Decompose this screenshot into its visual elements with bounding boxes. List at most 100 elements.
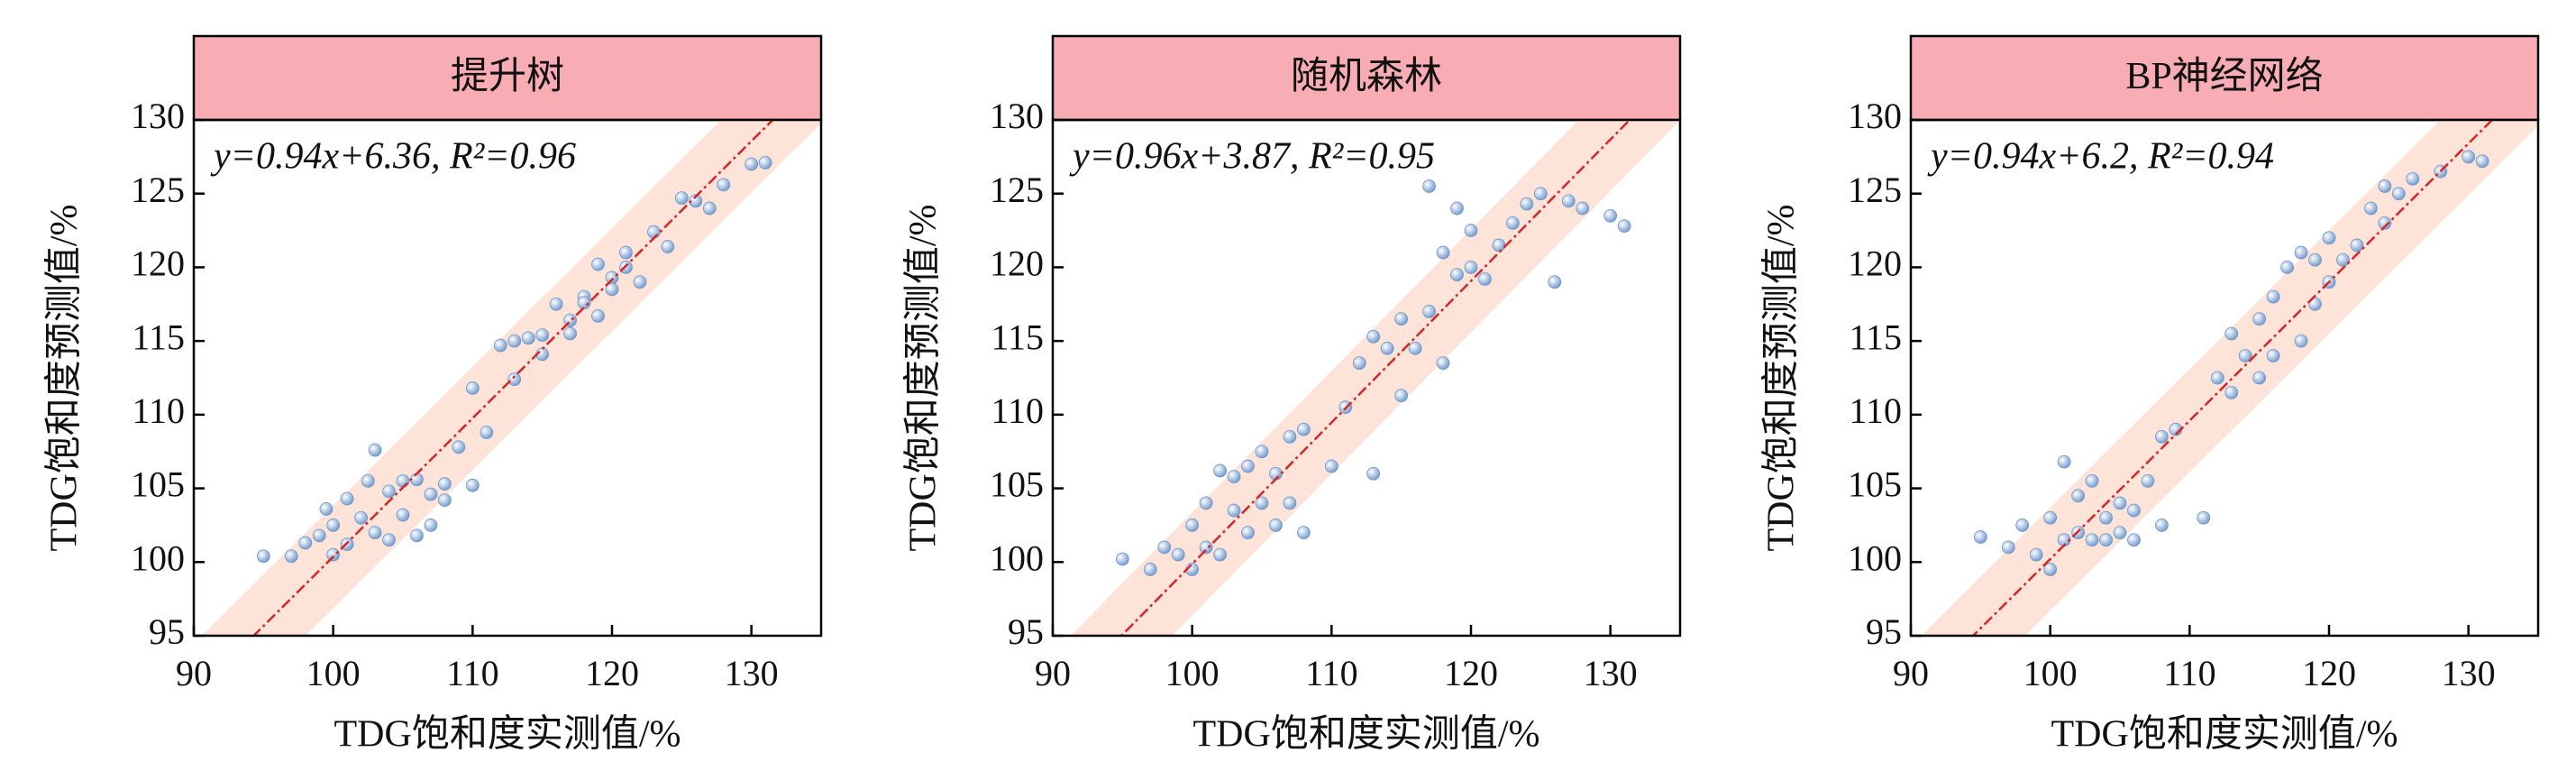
point — [2057, 454, 2071, 469]
point — [2224, 326, 2239, 341]
fit-line — [251, 120, 775, 636]
point — [1324, 459, 1338, 473]
point — [1352, 356, 1366, 371]
panel: BP神经网络 95 100 105 110 115 120 125 130 90 100 110 120… — [1761, 34, 2540, 756]
point — [256, 549, 270, 564]
point — [1380, 341, 1394, 355]
panel: 随机森林 95 100 105 110 115 120 125 130 90 100 110 120 13… — [903, 34, 1682, 756]
point — [1436, 356, 1450, 371]
point — [1171, 547, 1185, 562]
point — [2252, 312, 2267, 326]
point — [1576, 201, 1590, 216]
point — [1255, 445, 1269, 459]
point — [452, 440, 466, 454]
x-tick-label: 110 — [446, 653, 499, 693]
plot-area — [201, 120, 821, 636]
point — [354, 510, 369, 525]
point — [326, 547, 341, 562]
y-tick-label: 120 — [1848, 243, 1902, 284]
point — [1464, 261, 1478, 274]
x-tick-label: 90 — [1893, 653, 1929, 693]
point — [1255, 496, 1269, 510]
point — [410, 528, 424, 543]
point — [493, 338, 507, 353]
point — [535, 328, 550, 343]
point — [563, 326, 577, 341]
point — [2308, 297, 2322, 311]
point — [1185, 518, 1200, 532]
point — [284, 549, 298, 564]
point — [1227, 503, 1241, 518]
x-tick-label: 120 — [1444, 653, 1498, 693]
point — [1199, 496, 1213, 510]
y-tick-label: 120 — [990, 243, 1044, 284]
point — [2043, 563, 2058, 576]
point — [1450, 201, 1464, 216]
point — [2099, 510, 2113, 525]
point — [2141, 474, 2155, 488]
point — [549, 297, 563, 311]
point — [2266, 349, 2280, 362]
point — [1506, 216, 1520, 230]
point — [2127, 503, 2141, 518]
point — [674, 191, 689, 206]
point — [2154, 429, 2169, 444]
point — [577, 296, 591, 310]
point — [480, 426, 494, 439]
y-tick-label: 110 — [132, 390, 185, 431]
y-tick-label: 100 — [1848, 537, 1902, 578]
point — [1478, 272, 1492, 286]
point — [1297, 526, 1311, 539]
point — [2113, 496, 2127, 510]
panel-header — [1051, 34, 1682, 122]
point — [1492, 238, 1506, 252]
point — [2085, 533, 2099, 547]
point — [2462, 150, 2476, 164]
x-tick-label: 110 — [2163, 653, 2216, 693]
point — [1561, 194, 1576, 208]
plot-frame — [1909, 118, 2540, 638]
point — [1617, 219, 1631, 234]
point — [702, 201, 717, 216]
point — [1115, 552, 1129, 566]
point — [382, 533, 396, 547]
point — [1366, 466, 1381, 481]
point — [1436, 245, 1450, 260]
y-tick-label: 105 — [990, 464, 1044, 505]
point — [1394, 389, 1409, 403]
equation: y=0.96x+3.87, R²=0.95 — [1069, 136, 1435, 178]
point — [1366, 329, 1381, 344]
point — [2294, 334, 2308, 348]
point — [2001, 540, 2015, 555]
point — [2154, 518, 2169, 532]
point — [326, 518, 341, 532]
y-tick-label: 110 — [991, 390, 1044, 431]
point — [2210, 371, 2224, 385]
point — [2015, 518, 2030, 532]
point — [1157, 540, 1172, 555]
point — [2238, 349, 2252, 362]
y-tick-label: 130 — [131, 96, 185, 136]
point — [1548, 275, 1562, 289]
point — [591, 257, 605, 271]
x-tick-label: 130 — [725, 653, 779, 693]
point — [396, 474, 410, 488]
fit-line — [1119, 120, 1631, 636]
y-tick-label: 130 — [1848, 96, 1902, 136]
y-tick-label: 115 — [1849, 317, 1902, 357]
point — [1297, 422, 1311, 436]
equation: y=0.94x+6.2, R²=0.94 — [1927, 136, 2274, 178]
point — [368, 526, 382, 539]
point — [465, 381, 480, 395]
point — [298, 536, 313, 550]
point — [1269, 518, 1283, 532]
panel-title: 提升树 — [451, 56, 564, 97]
x-axis-label: TDG饱和度实测值/% — [334, 713, 681, 756]
point — [2378, 216, 2392, 230]
point — [2071, 489, 2086, 503]
point — [465, 478, 480, 492]
y-tick-label: 125 — [990, 170, 1044, 210]
point — [1422, 305, 1436, 318]
x-tick-label: 90 — [176, 653, 212, 693]
point — [1241, 459, 1255, 473]
